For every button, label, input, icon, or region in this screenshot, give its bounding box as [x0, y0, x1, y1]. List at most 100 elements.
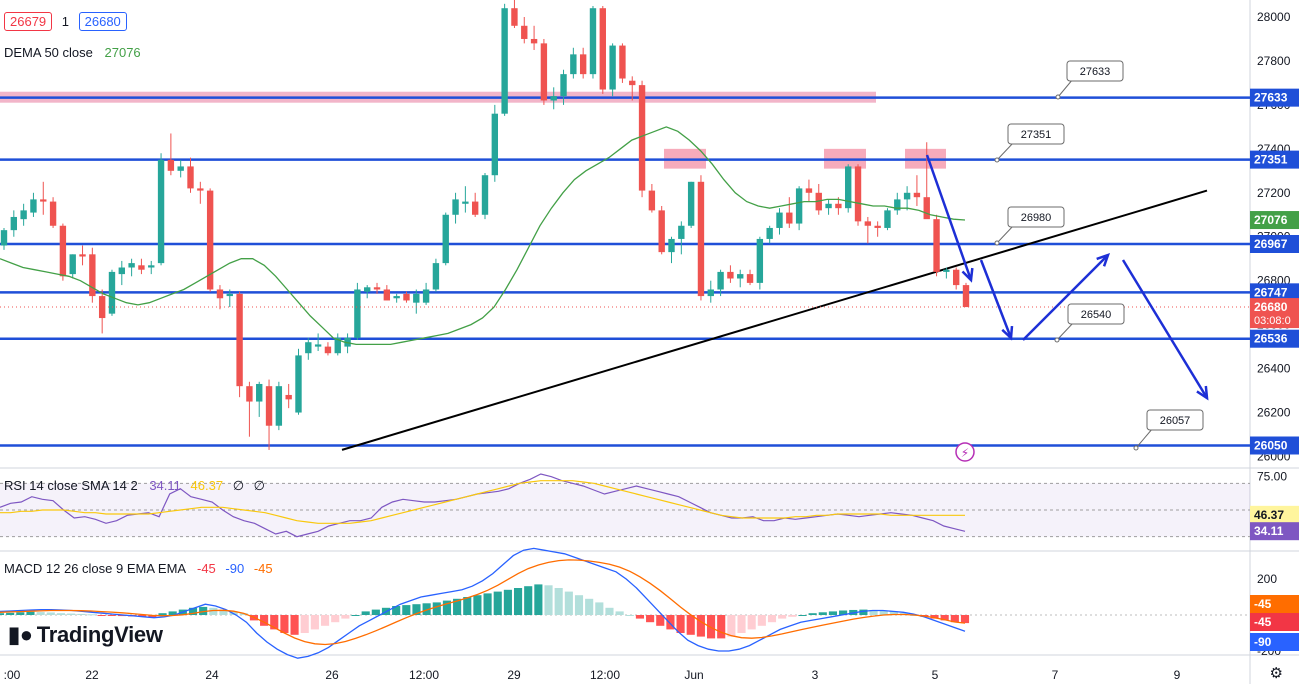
callout-leader [1056, 321, 1075, 341]
candle-body [845, 166, 852, 209]
macd-histogram-bar [554, 588, 563, 615]
macd-histogram-bar [666, 615, 675, 630]
spread-label: 1 [61, 14, 70, 29]
candle-body [206, 190, 214, 290]
y-tick-label: 27200 [1257, 186, 1291, 200]
macd-histogram-bar [778, 615, 787, 619]
candle-body [943, 269, 950, 272]
y-tick-label: 27800 [1257, 54, 1291, 68]
candle-body [962, 285, 970, 308]
y-tick-label: 26200 [1257, 406, 1291, 420]
candle-body [471, 201, 479, 215]
candle-body [314, 344, 322, 347]
macd-histogram-bar [798, 615, 807, 616]
candle-body [89, 254, 96, 297]
macd-histogram-bar [77, 613, 86, 615]
candle-body [432, 263, 440, 290]
macd-histogram-bar [341, 615, 350, 619]
macd-histogram-bar [260, 615, 269, 626]
macd-histogram-bar [442, 600, 452, 615]
macd-histogram-bar [67, 613, 76, 615]
candle-body [638, 85, 646, 191]
macd-histogram-bar [239, 613, 248, 615]
x-tick-label: 12:00 [590, 668, 620, 682]
candle-body [128, 263, 135, 268]
candle-body [265, 386, 273, 426]
candle-body [148, 265, 155, 268]
macd-histogram-bar [869, 609, 878, 615]
macd-histogram-bar [747, 615, 756, 630]
level-price-tag-bg [1250, 283, 1299, 302]
macd-histogram-bar [767, 615, 777, 623]
macd-histogram-bar [56, 613, 66, 615]
candle-body [49, 201, 57, 226]
macd-histogram-bar [879, 610, 888, 615]
last-price-tag-bg [1250, 298, 1299, 329]
candle-body [491, 113, 499, 176]
macd-histogram-bar [188, 607, 198, 615]
candle-body [216, 289, 224, 299]
macd-histogram-bar [889, 611, 898, 615]
candle-body [668, 238, 675, 253]
candle-body [79, 254, 86, 257]
macd-histogram-bar [26, 611, 35, 615]
x-tick-label: :00 [4, 668, 21, 682]
countdown-label: 03:08:0 [1254, 315, 1291, 327]
candle-body [108, 271, 116, 314]
candle-body [246, 386, 253, 402]
callout-box [1146, 409, 1204, 431]
macd-histogram-bar [483, 593, 492, 615]
x-tick-label: Jun [684, 668, 703, 682]
macd-histogram-bar [595, 602, 604, 615]
callout-label: 26057 [1160, 415, 1191, 427]
candle-body [187, 166, 194, 189]
candle-body [648, 190, 656, 211]
bid-box[interactable]: 26679 [4, 12, 53, 31]
candle-body [354, 289, 361, 338]
callout-label: 26540 [1081, 309, 1112, 321]
candle-body [10, 216, 18, 231]
macd-histogram-bar [513, 588, 523, 615]
candle-body [619, 45, 626, 79]
dema-legend-value: 27076 [104, 45, 141, 60]
candle-body [835, 203, 842, 209]
settings-gear-icon[interactable]: ⚙ [1269, 665, 1283, 682]
x-tick-label: 12:00 [409, 668, 439, 682]
macd-histogram-bar [585, 598, 594, 615]
macd-hist-tag-bg [1250, 613, 1299, 631]
candle-body [874, 225, 881, 228]
rsi-value-tag: 34.11 [1254, 524, 1284, 538]
macd-histogram-bar [757, 615, 766, 626]
callout-leader [996, 141, 1015, 161]
candle-body [373, 287, 381, 290]
candle-body [501, 8, 508, 114]
macd-hist-tag: -45 [1254, 615, 1272, 629]
macd-histogram-bar [524, 586, 533, 615]
macd-histogram-bar [493, 591, 502, 615]
projection-arrow-4 [1121, 259, 1209, 399]
candle-body [393, 296, 400, 299]
x-tick-label: 9 [1174, 668, 1181, 682]
macd-signal-tag-bg [1250, 595, 1299, 613]
x-tick-label: 7 [1052, 668, 1059, 682]
macd-histogram-bar [930, 615, 939, 619]
macd-histogram-bar [960, 615, 970, 624]
alert-icon-glyph: ⚡ [961, 446, 969, 460]
macd-histogram-bar [635, 615, 645, 619]
macd-histogram-bar [392, 606, 401, 615]
tradingview-logo[interactable]: ▮● TradingView [8, 622, 163, 648]
callout-label: 27351 [1021, 129, 1052, 141]
macd-signal-tag: -45 [1254, 597, 1272, 611]
ask-box[interactable]: 26680 [78, 12, 127, 31]
level-price-tag: 26536 [1254, 332, 1288, 346]
candle-body [442, 214, 449, 264]
candle-body [776, 212, 783, 228]
candle-body [275, 386, 283, 426]
macd-histogram-bar [686, 615, 695, 635]
macd-line-tag-bg [1250, 633, 1299, 651]
y-tick-label: 28000 [1257, 10, 1291, 24]
projection-arrow-3-head [1096, 252, 1111, 267]
x-tick-label: 26 [325, 668, 339, 682]
